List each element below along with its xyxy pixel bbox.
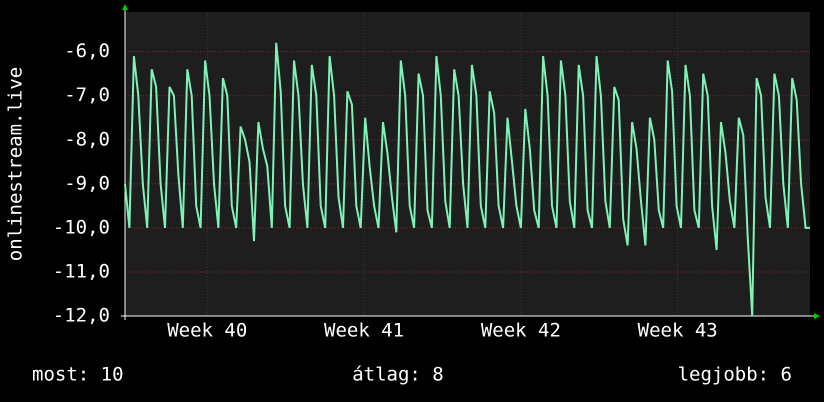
y-tick-label: -11,0 <box>53 260 110 282</box>
axis-arrow <box>814 313 820 319</box>
y-tick-label: -10,0 <box>53 216 110 238</box>
footer-average: átlag: 8 <box>352 364 444 386</box>
y-tick-label: -7,0 <box>64 84 110 106</box>
axis-arrow <box>122 4 128 10</box>
y-tick-label: -8,0 <box>64 128 110 150</box>
x-tick-label: Week 40 <box>167 320 247 342</box>
y-tick-label: -9,0 <box>64 172 110 194</box>
footer-current: most: 10 <box>32 364 124 386</box>
x-tick-label: Week 43 <box>638 320 718 342</box>
x-tick-label: Week 41 <box>324 320 404 342</box>
y-tick-label: -12,0 <box>53 305 110 327</box>
footer-max: legjobb: 6 <box>678 364 792 386</box>
series-line <box>124 42 810 317</box>
y-axis-label: onlinestream.live <box>5 67 27 261</box>
y-tick-label: -6,0 <box>64 40 110 62</box>
plot-area <box>125 12 810 316</box>
x-tick-label: Week 42 <box>481 320 561 342</box>
